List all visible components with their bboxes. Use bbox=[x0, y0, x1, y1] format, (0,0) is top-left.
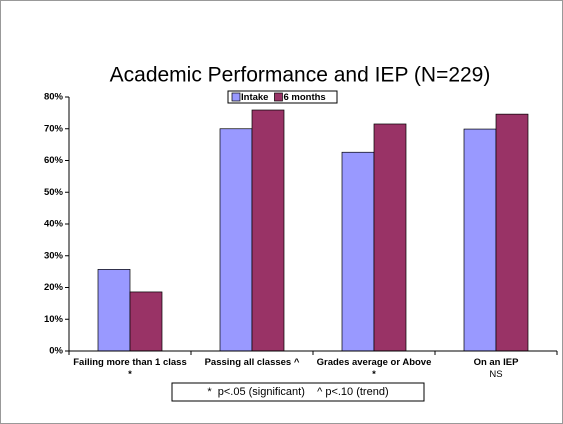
legend-label: 6 months bbox=[283, 92, 325, 103]
category-note: NS bbox=[489, 369, 503, 380]
y-tick-label: 30% bbox=[44, 250, 64, 261]
y-tick-label: 20% bbox=[44, 282, 64, 293]
bar bbox=[97, 269, 131, 352]
bar bbox=[219, 128, 253, 352]
legend-label: Intake bbox=[241, 92, 268, 103]
footnote: * p<.05 (significant) ^ p<.10 (trend) bbox=[207, 386, 388, 398]
y-tick-label: 40% bbox=[44, 219, 64, 230]
bar bbox=[341, 151, 375, 352]
x-tick-label: On an IEP bbox=[473, 357, 519, 368]
y-tick-label: 50% bbox=[44, 187, 64, 198]
bar bbox=[373, 123, 407, 352]
footnote-box bbox=[171, 382, 425, 402]
y-tick-label: 10% bbox=[44, 314, 64, 325]
x-tick-label: Failing more than 1 class * bbox=[73, 357, 187, 380]
bar bbox=[251, 109, 285, 352]
y-tick-label: 0% bbox=[49, 346, 63, 357]
y-tick-label: 60% bbox=[44, 155, 64, 166]
legend-swatch bbox=[274, 92, 283, 102]
y-tick-label: 80% bbox=[44, 92, 64, 103]
bar bbox=[129, 291, 163, 352]
chart-title: Academic Performance and IEP (N=229) bbox=[110, 64, 491, 87]
bar bbox=[463, 128, 497, 352]
x-tick-label: Passing all classes ^ bbox=[204, 357, 300, 368]
legend-swatch bbox=[231, 92, 241, 102]
bar bbox=[495, 113, 529, 352]
y-tick-label: 70% bbox=[44, 123, 64, 134]
x-tick-label: Grades average or Above * bbox=[316, 357, 432, 380]
